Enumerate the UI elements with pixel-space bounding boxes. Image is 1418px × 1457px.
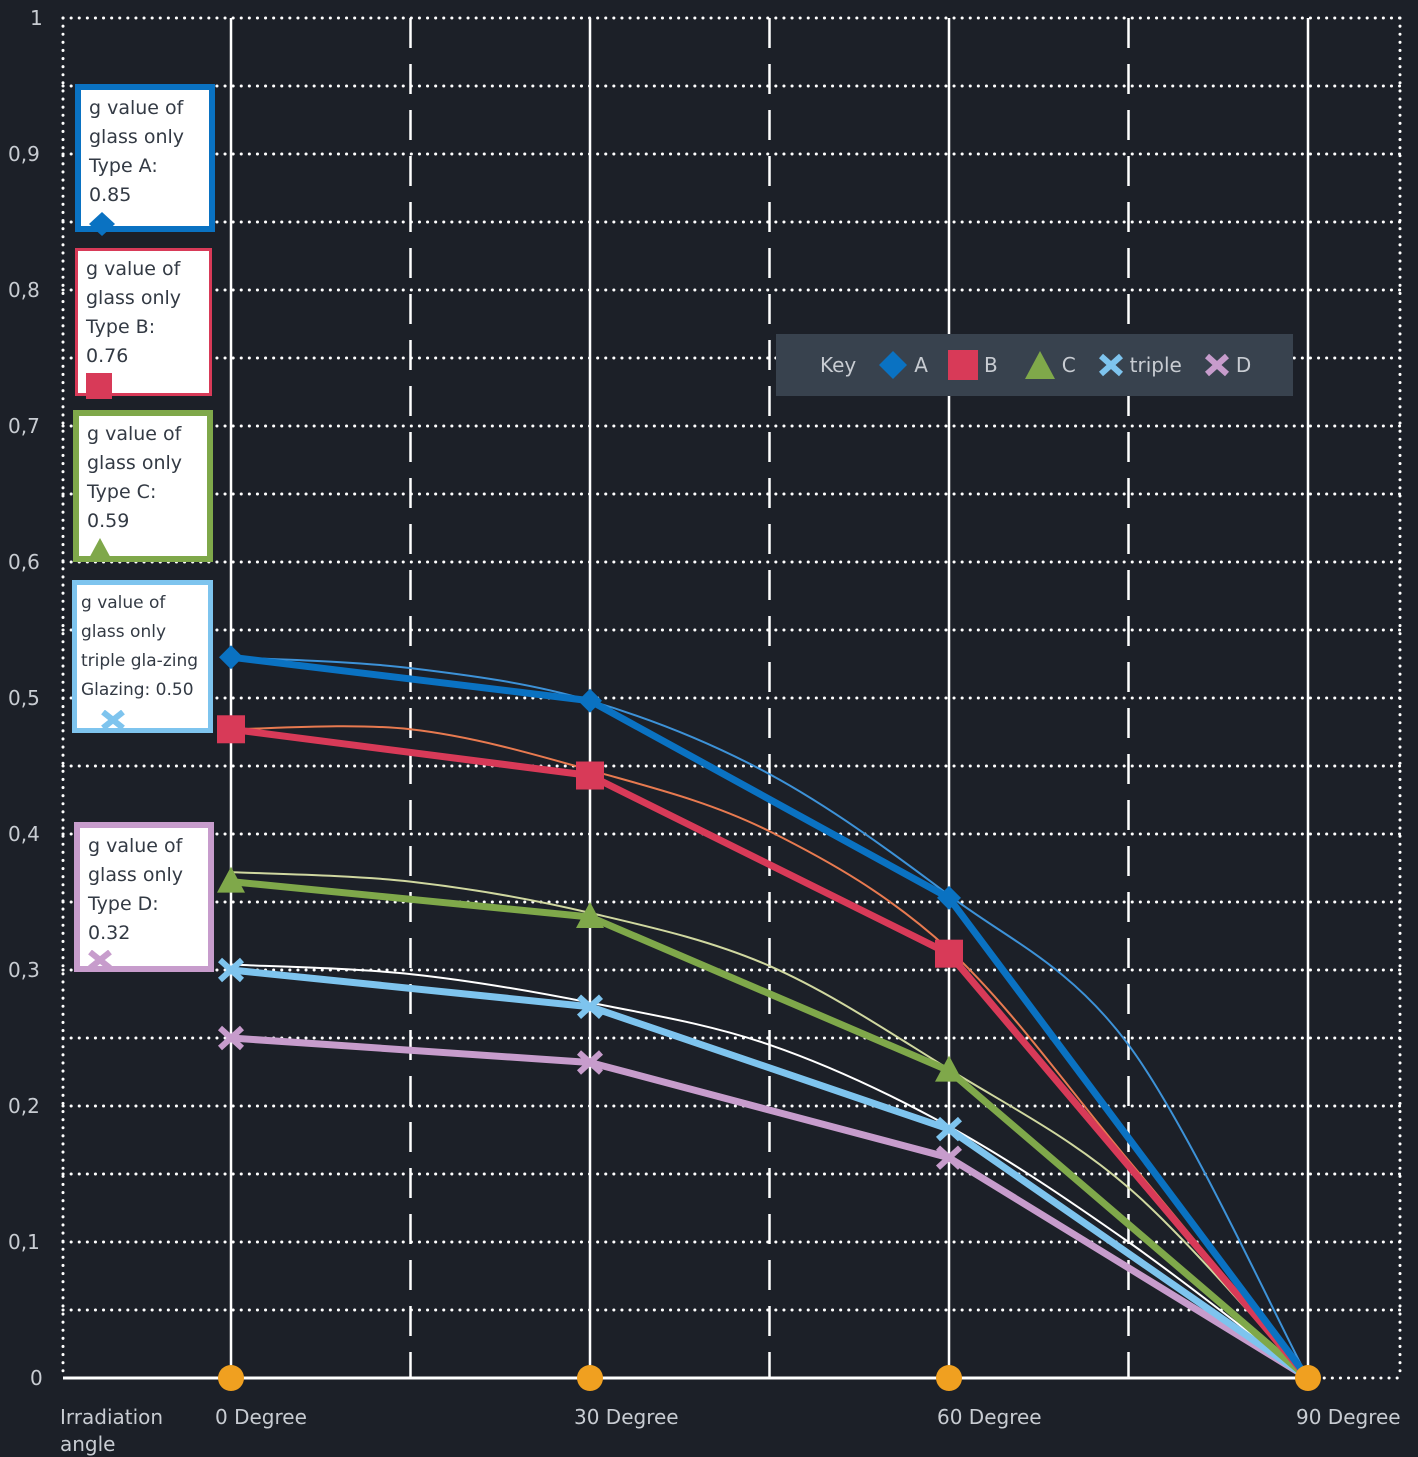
y-tick-label: 0,4 [8,822,40,846]
x-icon [1098,353,1123,377]
series-A-point [578,688,602,713]
x-icon [1204,353,1229,377]
series-triple-point [217,957,245,983]
grid [61,16,1402,1380]
series-C-line [230,878,1311,1381]
series-triple-point [576,994,604,1019]
legend-label-c: C [1061,353,1076,377]
x-tick-label: 60 Degree [937,1405,1042,1429]
series-B-line [230,725,1311,1381]
x-axis-title: Irradiation [60,1405,163,1429]
tick-labels: 0 0,1 0,2 0,3 0,4 0,5 0,6 0,7 0,8 0,9 1 0 Degree 30 … [8,6,1401,1429]
annotation-type-a: g value of glass only Type A: 0.85 [75,84,215,236]
annotation-type-d-text: g value of glass only Type D: 0.32 [88,835,184,944]
y-tick-label: 0 [30,1366,43,1390]
legend-item-c: C [1024,350,1076,380]
baseline-point [1295,1365,1321,1391]
series-triple-thin-line [230,963,1309,1379]
series-B-point [576,761,604,790]
series-D-point [576,1050,604,1075]
x-tick-label: 90 Degree [1296,1405,1401,1429]
y-tick-label: 0,8 [8,278,40,302]
y-tick-label: 0,1 [8,1230,40,1254]
y-tick-label: 0,2 [8,1094,40,1118]
diamond-icon [879,351,908,379]
series-A-thin-line [230,656,1309,1379]
x-tick-label: 30 Degree [574,1405,679,1429]
legend-item-a: A [878,350,928,380]
annotation-type-c: g value of glass only Type C: 0.59 [73,410,213,562]
y-tick-label: 0,3 [8,958,40,982]
annotation-triple: g value of glass only triple gla-zing Gl… [72,580,213,733]
annotation-type-d: g value of glass only Type D: 0.32 [74,822,214,972]
triangle-icon [1024,351,1055,379]
series-triple-line [230,966,1310,1381]
baseline-point [936,1365,962,1391]
x-tick-label: 0 Degree [215,1405,307,1429]
series-A-point [937,885,961,910]
y-tick-label: 0,7 [8,414,40,438]
legend-label-d: D [1235,353,1252,377]
y-tick-label: 1 [30,6,43,30]
series-A-point [219,645,243,670]
legend-label-b: B [983,353,998,377]
annotation-type-b: g value of glass only Type B: 0.76 [75,248,212,399]
x-axis-title-line2: angle [60,1432,116,1456]
series-C-point [217,866,245,893]
legend-item-triple: triple [1098,353,1182,377]
square-icon [947,350,978,380]
y-tick-label: 0,5 [8,686,40,710]
legend-label-a: A [914,353,928,377]
square-icon [86,373,112,399]
series-C-point [576,901,604,928]
annotation-type-c-text: g value of glass only Type C: 0.59 [87,423,183,532]
series-C-thin-line [230,871,1309,1379]
annotation-type-b-text: g value of glass only Type B: 0.76 [86,258,182,367]
legend: Key A B C triple D [776,334,1293,396]
baseline-point [218,1365,244,1391]
series-triple-point [935,1116,963,1142]
annotation-triple-text: g value of glass only triple gla-zing Gl… [81,589,204,734]
x-icon [101,710,125,730]
legend-item-d: D [1204,353,1251,377]
series-B-point [217,715,245,744]
legend-item-b: B [947,350,998,380]
y-tick-label: 0,6 [8,550,40,574]
triangle-icon [87,538,113,562]
x-icon [88,950,112,971]
series-layer [217,645,1321,1391]
diamond-icon [89,212,115,236]
legend-label-triple: triple [1129,353,1182,377]
series-A-line [230,653,1311,1381]
series-D-point [217,1025,245,1051]
legend-title: Key [820,353,857,377]
series-D-point [935,1145,963,1170]
series-C-point [935,1055,963,1082]
y-tick-label: 0,9 [8,142,40,166]
annotation-type-a-text: g value of glass only Type A: 0.85 [89,97,185,206]
series-B-point [935,939,963,968]
baseline-point [577,1365,603,1391]
series-D-line [230,1034,1310,1381]
